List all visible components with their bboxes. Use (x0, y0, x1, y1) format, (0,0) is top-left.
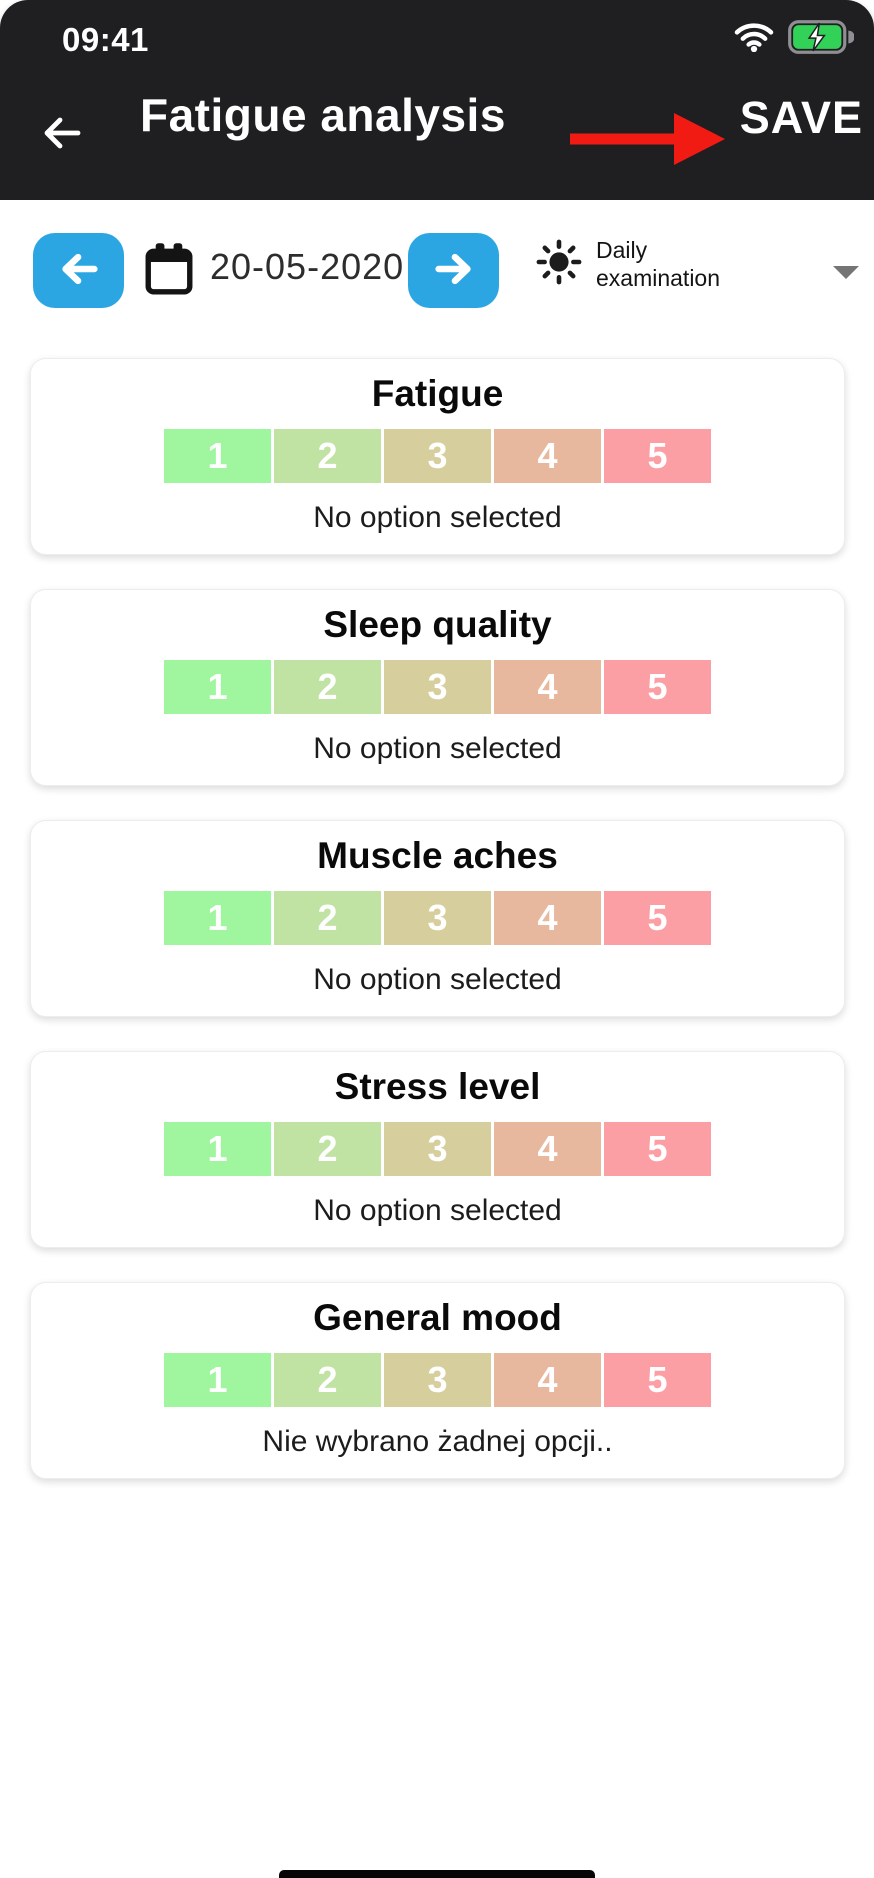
wifi-icon (734, 22, 774, 57)
selection-status: Nie wybrano żadnej opcji.. (262, 1425, 613, 1458)
next-day-button[interactable] (408, 233, 499, 308)
examination-type-select[interactable]: Daily examination (536, 236, 720, 292)
examination-type-label: Daily examination (596, 236, 720, 292)
rating-card: Fatigue 1 2 3 4 5 No option selected (30, 358, 845, 555)
questions-list: Fatigue 1 2 3 4 5 No option selected Sleep qual… (0, 358, 874, 1479)
save-button[interactable]: SAVE (739, 92, 863, 143)
rating-option-5[interactable]: 5 (604, 891, 711, 945)
rating-option-4[interactable]: 4 (494, 1122, 601, 1176)
rating-option-2[interactable]: 2 (274, 891, 381, 945)
rating-option-3[interactable]: 3 (384, 660, 491, 714)
arrow-right-icon (431, 246, 477, 295)
rating-option-5[interactable]: 5 (604, 429, 711, 483)
red-arrow-annotation-icon (570, 112, 725, 171)
rating-option-5[interactable]: 5 (604, 1353, 711, 1407)
rating-option-5[interactable]: 5 (604, 1122, 711, 1176)
chevron-down-icon[interactable] (833, 266, 859, 279)
examination-type-line2: examination (596, 265, 721, 291)
card-title: Sleep quality (323, 604, 552, 645)
rating-option-3[interactable]: 3 (384, 429, 491, 483)
status-bar: 09:41 (0, 0, 874, 59)
previous-day-button[interactable] (33, 233, 124, 308)
status-time: 09:41 (62, 20, 149, 58)
rating-option-2[interactable]: 2 (274, 429, 381, 483)
rating-option-1[interactable]: 1 (164, 429, 271, 483)
rating-option-5[interactable]: 5 (604, 660, 711, 714)
selection-status: No option selected (313, 963, 562, 996)
examination-type-line1: Daily (596, 237, 648, 263)
back-button[interactable] (34, 106, 90, 162)
rating-option-3[interactable]: 3 (384, 1122, 491, 1176)
rating-card: Muscle aches 1 2 3 4 5 No option selected (30, 820, 845, 1017)
rating-option-3[interactable]: 3 (384, 1353, 491, 1407)
rating-option-4[interactable]: 4 (494, 660, 601, 714)
date-toolbar: 20-05-2020 (0, 200, 874, 318)
rating-card: General mood 1 2 3 4 5 Nie wybrano żadnej opcj… (30, 1282, 845, 1479)
card-title: Fatigue (371, 373, 504, 414)
rating-card: Stress level 1 2 3 4 5 No option selected (30, 1051, 845, 1248)
rating-option-1[interactable]: 1 (164, 891, 271, 945)
rating-option-1[interactable]: 1 (164, 1122, 271, 1176)
rating-option-4[interactable]: 4 (494, 1353, 601, 1407)
battery-charging-icon (788, 20, 855, 59)
rating-option-2[interactable]: 2 (274, 660, 381, 714)
card-title: Muscle aches (317, 835, 558, 876)
rating-option-2[interactable]: 2 (274, 1122, 381, 1176)
selection-status: No option selected (313, 1194, 562, 1227)
rating-option-4[interactable]: 4 (494, 891, 601, 945)
rating-option-3[interactable]: 3 (384, 891, 491, 945)
rating-option-1[interactable]: 1 (164, 1353, 271, 1407)
rating-card: Sleep quality 1 2 3 4 5 No option selected (30, 589, 845, 786)
calendar-icon (144, 242, 194, 301)
card-title: General mood (313, 1297, 562, 1338)
sun-icon (536, 239, 582, 290)
page-title: Fatigue analysis (140, 89, 506, 141)
status-icons (734, 20, 855, 59)
home-indicator[interactable] (279, 1870, 595, 1878)
card-title: Stress level (334, 1066, 541, 1107)
app-header: 09:41 (0, 0, 874, 200)
rating-option-4[interactable]: 4 (494, 429, 601, 483)
back-arrow-icon (38, 117, 86, 160)
current-date[interactable]: 20-05-2020 (210, 246, 405, 287)
selection-status: No option selected (313, 732, 562, 765)
arrow-left-icon (56, 246, 102, 295)
rating-option-1[interactable]: 1 (164, 660, 271, 714)
rating-option-2[interactable]: 2 (274, 1353, 381, 1407)
selection-status: No option selected (313, 501, 562, 534)
